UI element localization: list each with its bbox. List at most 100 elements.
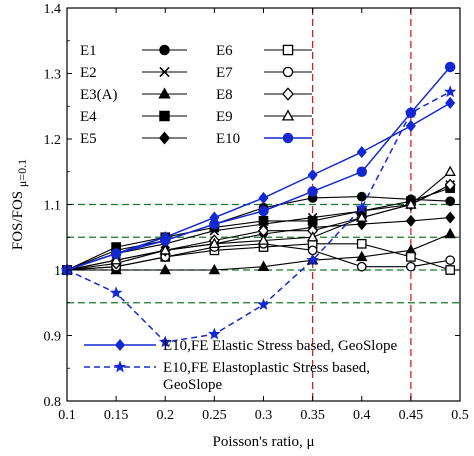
data-point (109, 286, 123, 299)
x-tick-label: 0.25 (202, 408, 227, 423)
data-point (159, 244, 171, 255)
x-tick-label: 0.5 (451, 408, 469, 423)
legend-marker (282, 87, 294, 101)
y-axis-title: FOS/FOS μ=0.1 (10, 159, 29, 250)
data-point (405, 198, 417, 209)
y-tick-label: 1.4 (44, 2, 62, 17)
data-point (209, 211, 220, 224)
y-tick-label: 0.8 (44, 395, 62, 410)
data-point (444, 178, 456, 192)
data-point (356, 211, 368, 222)
legend-marker (282, 66, 294, 78)
legend-label: E10,FE Elastic Stress based, GeoSlope (163, 338, 397, 354)
legend-label: E4 (80, 109, 97, 125)
x-tick-label: 0.45 (399, 408, 424, 423)
data-point (307, 168, 318, 182)
legend-label: E10 (216, 131, 240, 147)
data-point (445, 255, 456, 266)
data-point (208, 327, 221, 340)
legend-marker (281, 109, 295, 121)
data-point (158, 335, 172, 348)
series-line (66, 184, 451, 271)
legend-marker (159, 110, 170, 122)
data-point (404, 106, 418, 119)
data-point (258, 205, 269, 217)
data-point (258, 216, 269, 226)
data-point (307, 186, 318, 197)
legend-label: E9 (216, 109, 233, 125)
y-tick-label: 1.1 (44, 199, 62, 214)
data-point (159, 263, 171, 275)
x-tick-label: 0.3 (255, 408, 273, 423)
x-tick-label: 0.4 (353, 408, 371, 423)
legend-label: E7 (216, 65, 233, 81)
legend-marker (159, 131, 170, 145)
data-point (444, 227, 456, 239)
data-point (257, 234, 270, 245)
series-line (66, 243, 451, 271)
x-tick-label: 0.1 (58, 408, 76, 423)
data-point (406, 252, 416, 262)
y-tick-label: 1 (54, 264, 61, 279)
series-line (66, 66, 451, 271)
data-point (356, 238, 367, 249)
legend-marker (113, 360, 127, 373)
legend-marker (159, 66, 170, 78)
legend-marker (282, 132, 294, 144)
legend-marker (158, 87, 171, 99)
data-point (306, 253, 319, 266)
data-point (406, 261, 416, 272)
legend-label: GeoSlope (163, 377, 223, 393)
data-point (258, 191, 269, 205)
data-point (445, 196, 456, 207)
series-line (66, 91, 451, 343)
legend-marker (114, 338, 126, 352)
legend-label: E2 (80, 65, 97, 81)
data-point (444, 61, 456, 73)
series-line (66, 184, 451, 271)
series-markers (60, 61, 457, 348)
y-tick-label: 0.9 (44, 330, 62, 345)
y-axis-ticks: 0.8 0.9 1 1.1 1.2 1.3 1.4 (44, 2, 460, 410)
data-point (356, 166, 367, 177)
legend-marker (159, 44, 170, 56)
data-point (356, 250, 368, 262)
legend-label: E1 (80, 43, 97, 59)
legend-label: E8 (216, 87, 233, 103)
legend-label: E3(A) (80, 87, 118, 103)
data-point (257, 298, 270, 311)
data-point (306, 231, 319, 242)
data-point (405, 119, 416, 132)
series-line (66, 171, 451, 271)
legend-label: E10,FE Elastoplastic Stress based, (163, 360, 370, 376)
x-tick-label: 0.35 (300, 408, 325, 423)
data-point (356, 146, 367, 159)
data-point (445, 211, 456, 224)
x-tick-label: 0.15 (104, 408, 129, 423)
y-tick-label: 1.3 (44, 68, 62, 83)
legend-label: E6 (216, 43, 233, 59)
data-point (356, 261, 367, 272)
legend-marker (282, 44, 294, 56)
x-tick-label: 0.2 (157, 408, 175, 423)
y-axis-title-subscript: μ=0.1 (15, 159, 29, 187)
data-point (445, 96, 456, 110)
legend-top: E1 E2 E3(A) E4 E5 E6 E7 E8 E9 E10 (80, 43, 312, 147)
x-axis-ticks: 0.1 0.15 0.2 0.25 0.3 0.35 0.4 0.45 0.5 (58, 8, 469, 423)
x-axis-title: Poisson's ratio, μ (212, 434, 314, 450)
data-point (445, 265, 456, 275)
data-point (160, 231, 171, 244)
data-point (111, 247, 122, 260)
data-point (208, 237, 221, 249)
data-point (307, 245, 318, 256)
y-tick-label: 1.2 (44, 133, 62, 148)
data-point (208, 263, 221, 275)
y-axis-title-main: FOS/FOS (10, 191, 26, 250)
data-point (405, 214, 416, 227)
data-point (443, 85, 457, 98)
data-point (257, 260, 270, 271)
data-point (444, 165, 456, 176)
data-point (356, 191, 367, 202)
legend-bottom: E10,FE Elastic Stress based, GeoSlope E10… (84, 338, 397, 393)
